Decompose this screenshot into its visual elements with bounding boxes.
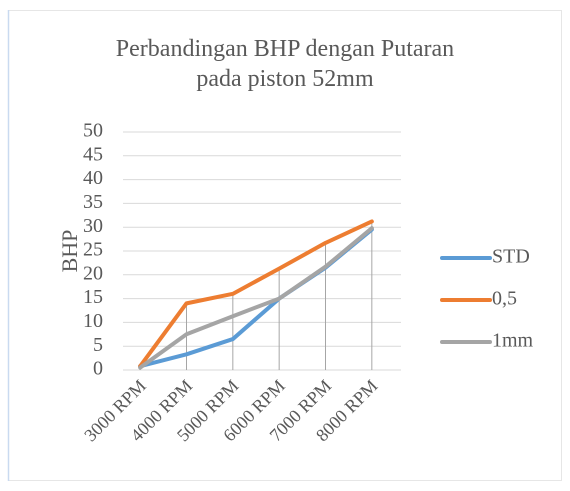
legend-label: 1mm bbox=[492, 330, 534, 352]
y-tick-label: 10 bbox=[83, 310, 103, 332]
y-tick-label: 0 bbox=[93, 358, 103, 380]
y-tick-label: 35 bbox=[83, 191, 103, 213]
series-line bbox=[138, 226, 374, 370]
y-tick-label: 50 bbox=[83, 120, 103, 142]
legend-label: STD bbox=[492, 246, 530, 268]
legend-label: 0,5 bbox=[492, 288, 517, 310]
y-tick-label: 5 bbox=[93, 334, 103, 356]
y-tick-label: 20 bbox=[83, 262, 103, 284]
chart-title: Perbandingan BHP dengan Putaran pada pis… bbox=[115, 36, 455, 92]
y-tick-label: 40 bbox=[83, 167, 103, 189]
y-tick-label: 25 bbox=[83, 239, 103, 261]
y-tick-label: 45 bbox=[83, 143, 103, 165]
y-axis-label: BHP bbox=[57, 230, 82, 273]
series-line bbox=[138, 219, 374, 369]
y-tick-label: 30 bbox=[83, 215, 103, 237]
y-tick-label: 15 bbox=[83, 286, 103, 308]
